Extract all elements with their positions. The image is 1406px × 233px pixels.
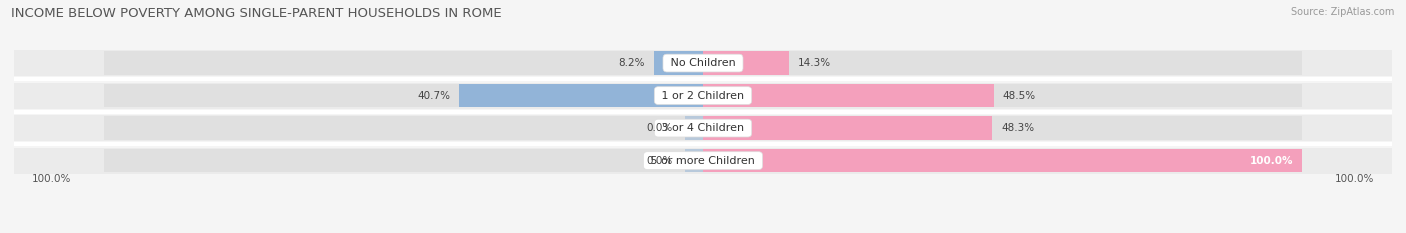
Bar xyxy=(104,149,703,172)
Text: 5 or more Children: 5 or more Children xyxy=(647,156,759,166)
Text: 1 or 2 Children: 1 or 2 Children xyxy=(658,91,748,101)
Bar xyxy=(703,51,1302,75)
Text: 48.3%: 48.3% xyxy=(1001,123,1035,133)
Bar xyxy=(14,82,1392,109)
Bar xyxy=(654,51,703,75)
Text: 0.0%: 0.0% xyxy=(647,156,673,166)
Text: 40.7%: 40.7% xyxy=(418,91,450,101)
Bar xyxy=(703,116,1302,140)
Text: Source: ZipAtlas.com: Source: ZipAtlas.com xyxy=(1291,7,1395,17)
Bar xyxy=(703,116,993,140)
Bar xyxy=(14,147,1392,174)
Text: 8.2%: 8.2% xyxy=(619,58,645,68)
Bar xyxy=(104,116,703,140)
Text: 100.0%: 100.0% xyxy=(1250,156,1294,166)
Bar xyxy=(703,84,994,107)
Text: No Children: No Children xyxy=(666,58,740,68)
Bar xyxy=(703,51,789,75)
Bar xyxy=(104,84,703,107)
Bar xyxy=(14,50,1392,76)
Text: 100.0%: 100.0% xyxy=(1334,175,1374,185)
Bar xyxy=(460,84,703,107)
Bar xyxy=(14,115,1392,141)
Text: INCOME BELOW POVERTY AMONG SINGLE-PARENT HOUSEHOLDS IN ROME: INCOME BELOW POVERTY AMONG SINGLE-PARENT… xyxy=(11,7,502,20)
Text: 3 or 4 Children: 3 or 4 Children xyxy=(658,123,748,133)
Text: 0.0%: 0.0% xyxy=(647,123,673,133)
Bar xyxy=(685,116,703,140)
Bar xyxy=(703,84,1302,107)
Text: 100.0%: 100.0% xyxy=(32,175,72,185)
Bar xyxy=(104,51,703,75)
Text: 14.3%: 14.3% xyxy=(797,58,831,68)
Bar xyxy=(685,149,703,172)
Bar xyxy=(703,149,1302,172)
Bar xyxy=(703,149,1302,172)
Legend: Single Father, Single Mother: Single Father, Single Mother xyxy=(600,230,806,233)
Text: 48.5%: 48.5% xyxy=(1002,91,1036,101)
